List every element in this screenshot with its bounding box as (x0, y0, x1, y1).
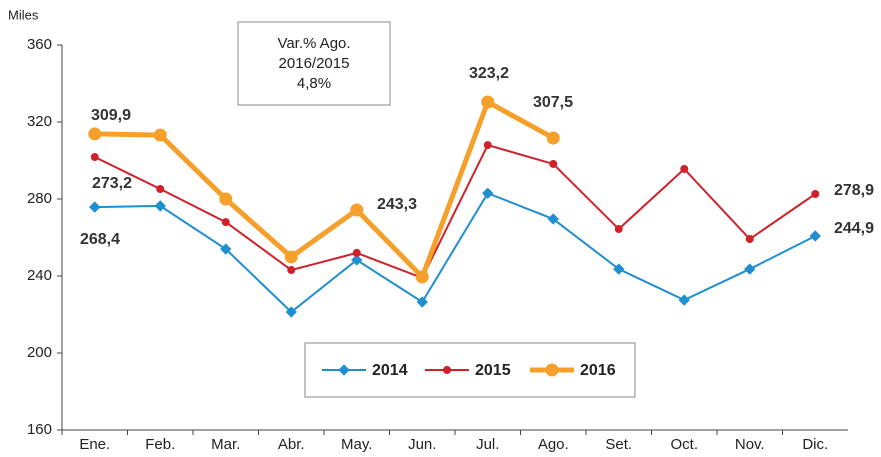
x-tick-label: Abr. (278, 436, 305, 453)
point (680, 164, 689, 173)
point (811, 189, 820, 198)
point (350, 203, 364, 217)
y-tick-label: 200 (27, 344, 52, 361)
data-label: 323,2 (469, 65, 509, 82)
legend-label: 2015 (475, 362, 511, 379)
point (284, 250, 298, 264)
note-box (237, 21, 391, 106)
point (153, 128, 167, 142)
point (89, 201, 101, 213)
x-tick-label: Nov. (735, 436, 765, 453)
point (219, 192, 233, 206)
point (156, 184, 165, 193)
y-axis-label: Miles (8, 7, 39, 22)
point (614, 225, 623, 234)
point (481, 95, 495, 109)
point (285, 306, 297, 318)
point (220, 243, 232, 255)
x-tick-label: May. (341, 436, 372, 453)
line (94, 143, 816, 280)
point (287, 266, 296, 275)
note-text: Var.% Ago. (277, 35, 350, 52)
y-tick-label: 160 (27, 421, 52, 438)
y-tick-label: 280 (27, 190, 52, 207)
x-tick-label: Ene. (79, 436, 110, 453)
point (547, 213, 559, 225)
line (94, 98, 555, 282)
x-tick-label: Ago. (538, 436, 569, 453)
x-tick-label: Mar. (211, 436, 240, 453)
x-tick-label: Jul. (476, 436, 499, 453)
point (546, 131, 560, 145)
point (154, 200, 166, 212)
point (443, 366, 451, 374)
point (352, 248, 361, 257)
x-tick-label: Feb. (145, 436, 175, 453)
data-label: 268,4 (80, 231, 120, 248)
legend-item: 2014 (322, 362, 408, 379)
x-tick-label: Oct. (670, 436, 698, 453)
data-label: 309,9 (91, 107, 131, 124)
x-tick-label: Jun. (408, 436, 436, 453)
legend-label: 2016 (580, 362, 616, 379)
data-label: 307,5 (533, 94, 573, 111)
point (483, 141, 492, 150)
point (744, 263, 756, 275)
legend-item: 2015 (425, 362, 511, 379)
point (415, 270, 429, 284)
x-tick-label: Dic. (802, 436, 828, 453)
y-tick-label: 240 (27, 267, 52, 284)
series (89, 187, 821, 318)
x-tick-label: Set. (605, 436, 632, 453)
point (549, 159, 558, 168)
legend-label: 2014 (372, 362, 408, 379)
point (809, 230, 821, 242)
y-tick-label: 360 (27, 36, 52, 53)
point (416, 296, 428, 308)
point (90, 153, 99, 162)
y-tick-label: 320 (27, 113, 52, 130)
legend-item: 2016 (530, 362, 616, 379)
point (678, 294, 690, 306)
note-text: 2016/2015 (279, 55, 350, 72)
point (482, 187, 494, 199)
series (88, 95, 560, 284)
note-text: 4,8% (297, 75, 331, 92)
data-label: 244,9 (834, 220, 874, 237)
data-label: 243,3 (377, 196, 417, 213)
point (338, 364, 350, 376)
point (221, 218, 230, 227)
line (94, 191, 816, 314)
data-label: 278,9 (834, 182, 874, 199)
data-label: 273,2 (92, 175, 132, 192)
series (90, 141, 820, 282)
point (88, 127, 102, 141)
point (613, 263, 625, 275)
point (351, 254, 363, 266)
point (745, 235, 754, 244)
point (545, 363, 559, 377)
